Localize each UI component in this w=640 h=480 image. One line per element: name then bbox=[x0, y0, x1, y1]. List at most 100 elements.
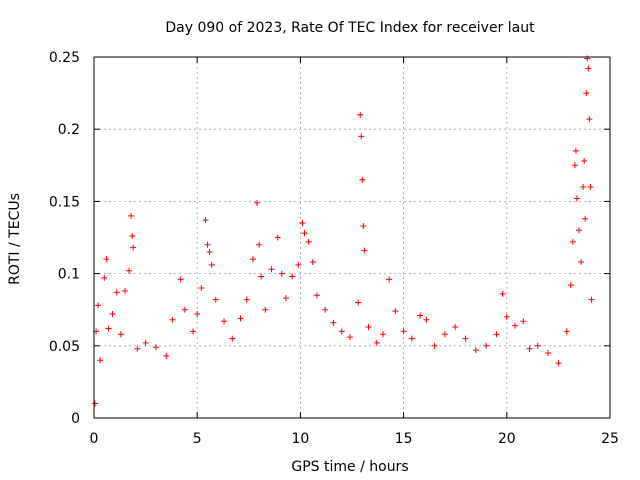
x-tick-label: 25 bbox=[601, 431, 619, 447]
x-tick-label: 20 bbox=[498, 431, 516, 447]
chart-title: Day 090 of 2023, Rate Of TEC Index for r… bbox=[165, 20, 535, 36]
data-point bbox=[330, 319, 337, 326]
data-point bbox=[117, 331, 124, 338]
data-point bbox=[262, 306, 269, 313]
data-point bbox=[534, 342, 541, 349]
x-axis-label: GPS time / hours bbox=[291, 459, 408, 475]
data-point bbox=[305, 238, 312, 245]
data-point bbox=[278, 270, 285, 277]
data-point bbox=[355, 299, 362, 306]
data-point bbox=[152, 344, 159, 351]
x-tick-label: 5 bbox=[193, 431, 202, 447]
data-point bbox=[358, 133, 365, 140]
data-point bbox=[109, 311, 116, 318]
data-point bbox=[359, 176, 366, 183]
x-tick-label: 0 bbox=[90, 431, 99, 447]
data-point bbox=[129, 233, 136, 240]
data-point bbox=[431, 342, 438, 349]
data-point bbox=[545, 350, 552, 357]
data-point bbox=[423, 316, 430, 323]
data-point bbox=[128, 212, 135, 219]
data-point bbox=[572, 147, 579, 154]
data-point bbox=[583, 90, 590, 97]
data-point bbox=[103, 256, 110, 263]
data-point bbox=[313, 292, 320, 299]
data-point bbox=[322, 306, 329, 313]
plot-frame bbox=[93, 56, 611, 419]
y-tick-label: 0.2 bbox=[58, 122, 80, 138]
data-point bbox=[163, 352, 170, 359]
data-point bbox=[360, 222, 367, 229]
data-point bbox=[587, 183, 594, 190]
data-point bbox=[97, 357, 104, 364]
data-point bbox=[483, 342, 490, 349]
data-point bbox=[299, 220, 306, 227]
data-point bbox=[113, 289, 120, 296]
y-axis-ticks: 0 0.05 0.1 0.15 0.2 0.25 bbox=[49, 50, 610, 427]
data-point bbox=[212, 296, 219, 303]
data-point bbox=[512, 322, 519, 329]
data-point bbox=[258, 273, 265, 280]
data-point bbox=[282, 295, 289, 302]
y-tick-label: 0.05 bbox=[49, 339, 80, 355]
data-point bbox=[346, 334, 353, 341]
data-point bbox=[206, 248, 213, 255]
data-point bbox=[92, 400, 99, 407]
data-point bbox=[576, 227, 583, 234]
data-point bbox=[400, 328, 407, 335]
data-point bbox=[586, 116, 593, 123]
y-tick-label: 0.1 bbox=[58, 267, 80, 283]
grid-lines bbox=[94, 57, 610, 418]
data-point bbox=[585, 65, 592, 72]
data-point bbox=[392, 308, 399, 315]
data-point bbox=[386, 276, 393, 283]
data-point bbox=[584, 55, 591, 62]
data-point bbox=[221, 318, 228, 325]
data-point bbox=[289, 273, 296, 280]
x-tick-label: 10 bbox=[291, 431, 309, 447]
data-point bbox=[361, 247, 368, 254]
data-point bbox=[95, 302, 102, 309]
data-point bbox=[208, 261, 215, 268]
data-point bbox=[573, 195, 580, 202]
data-point bbox=[295, 261, 302, 268]
data-point bbox=[169, 316, 176, 323]
data-point bbox=[105, 325, 112, 332]
data-point bbox=[379, 331, 386, 338]
data-point bbox=[301, 230, 308, 237]
data-point bbox=[452, 324, 459, 331]
data-point bbox=[202, 217, 209, 224]
data-point bbox=[229, 335, 236, 342]
data-point bbox=[580, 183, 587, 190]
data-point bbox=[357, 111, 364, 118]
data-point bbox=[254, 199, 261, 206]
data-point bbox=[571, 162, 578, 169]
data-point bbox=[563, 328, 570, 335]
data-point bbox=[417, 312, 424, 319]
data-point bbox=[181, 306, 188, 313]
data-point bbox=[256, 241, 263, 248]
data-point bbox=[503, 313, 510, 320]
data-point bbox=[582, 215, 589, 222]
data-point bbox=[441, 331, 448, 338]
data-point bbox=[555, 360, 562, 367]
data-point bbox=[569, 238, 576, 245]
data-point bbox=[134, 345, 141, 352]
y-tick-label: 0.25 bbox=[49, 50, 80, 66]
data-point bbox=[373, 339, 380, 346]
data-point bbox=[126, 267, 133, 274]
data-point bbox=[198, 285, 205, 292]
data-point bbox=[588, 296, 595, 303]
data-point bbox=[499, 290, 506, 297]
data-point bbox=[243, 296, 250, 303]
x-tick-label: 15 bbox=[395, 431, 413, 447]
data-point bbox=[526, 345, 533, 352]
data-point bbox=[581, 157, 588, 164]
data-point bbox=[130, 244, 137, 251]
data-point bbox=[520, 318, 527, 325]
data-point bbox=[177, 276, 184, 283]
data-point bbox=[567, 282, 574, 289]
data-point bbox=[204, 241, 211, 248]
data-point bbox=[338, 328, 345, 335]
